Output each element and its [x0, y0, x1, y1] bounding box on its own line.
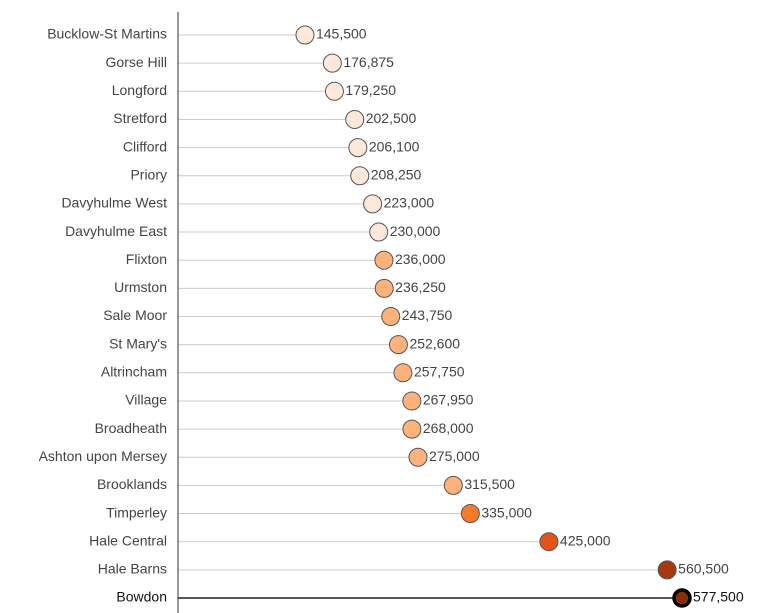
category-label: St Mary's [109, 335, 167, 351]
dot [322, 53, 342, 73]
dot [539, 532, 559, 552]
value-label: 275,000 [429, 448, 480, 464]
value-label: 267,950 [423, 392, 474, 408]
dot [393, 363, 413, 383]
value-label: 560,500 [678, 561, 729, 577]
value-label: 145,500 [316, 26, 367, 42]
value-label: 335,000 [481, 504, 532, 520]
value-label: 243,750 [402, 307, 453, 323]
dot [443, 475, 463, 495]
category-label: Bucklow-St Martins [47, 26, 167, 42]
category-label: Priory [130, 166, 167, 182]
dot [345, 109, 365, 129]
category-label: Gorse Hill [106, 54, 167, 70]
value-label: 176,875 [343, 54, 394, 70]
dot [657, 560, 677, 580]
value-label: 268,000 [423, 420, 474, 436]
value-label: 236,000 [395, 251, 446, 267]
category-label: Davyhulme West [61, 195, 167, 211]
dot [408, 447, 428, 467]
category-label: Flixton [126, 251, 167, 267]
value-label: 179,250 [345, 82, 396, 98]
category-label: Davyhulme East [65, 223, 167, 239]
category-label: Village [125, 392, 167, 408]
value-label: 577,500 [693, 589, 744, 605]
dot [374, 278, 394, 298]
dot [295, 25, 315, 45]
category-label: Stretford [113, 110, 167, 126]
category-label: Ashton upon Mersey [39, 448, 167, 464]
dot [402, 419, 422, 439]
dot [324, 81, 344, 101]
value-label: 223,000 [384, 195, 435, 211]
dot [402, 391, 422, 411]
category-label: Altrincham [101, 364, 167, 380]
dot [381, 307, 401, 326]
value-label: 236,250 [395, 279, 446, 295]
category-label: Hale Barns [98, 561, 167, 577]
value-label: 425,000 [560, 532, 611, 548]
category-label: Timperley [106, 504, 167, 520]
value-label: 315,500 [464, 476, 515, 492]
category-label: Sale Moor [103, 307, 167, 323]
value-label: 252,600 [409, 335, 460, 351]
dot [374, 250, 394, 270]
category-label: Longford [112, 82, 167, 98]
category-label: Bowdon [116, 589, 167, 605]
dot [672, 588, 692, 608]
category-label: Brooklands [97, 476, 167, 492]
dot [460, 504, 480, 524]
value-label: 202,500 [366, 110, 417, 126]
dot [350, 166, 370, 186]
category-label: Broadheath [95, 420, 167, 436]
category-label: Clifford [123, 138, 167, 154]
category-label: Urmston [114, 279, 167, 295]
dot [348, 138, 368, 158]
dot [369, 222, 389, 242]
value-label: 208,250 [371, 166, 422, 182]
value-label: 206,100 [369, 138, 420, 154]
value-label: 230,000 [390, 223, 441, 239]
category-label: Hale Central [89, 532, 167, 548]
value-label: 257,750 [414, 364, 465, 380]
dot [388, 335, 408, 355]
dot [363, 194, 383, 214]
